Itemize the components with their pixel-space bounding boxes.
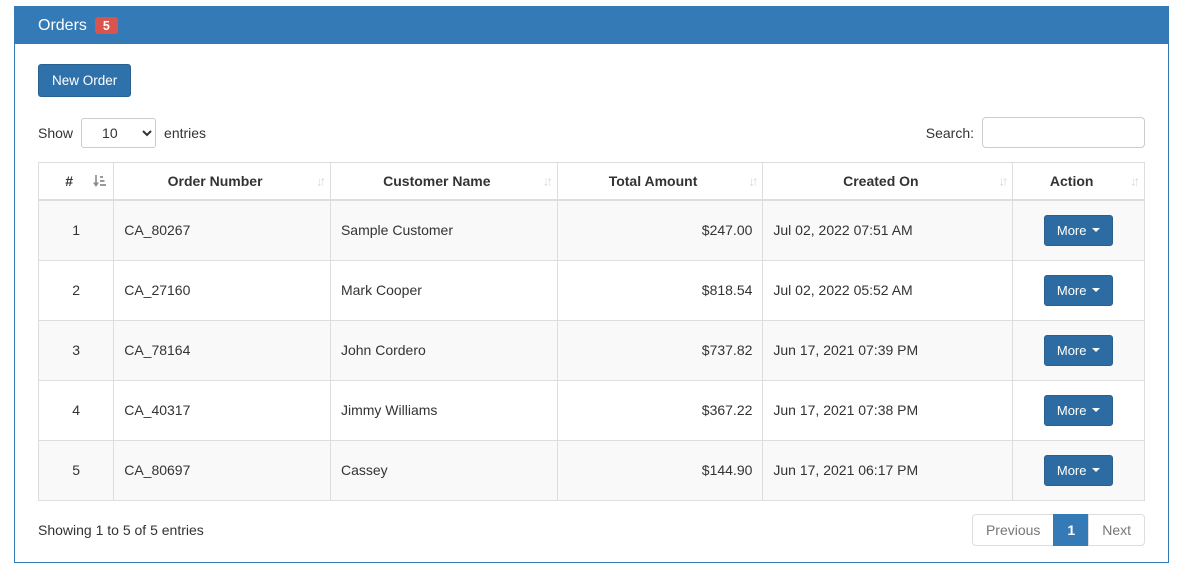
pagination-page-1-button[interactable]: 1 (1053, 513, 1090, 546)
more-dropdown-button[interactable]: More (1043, 274, 1114, 306)
search-control: Search: (926, 117, 1145, 148)
caret-down-icon (1092, 468, 1101, 472)
row-index-cell: 5 (37, 439, 115, 501)
customer-name-cell: John Cordero (329, 319, 558, 381)
sort-both-icon: ↓↑ (1130, 173, 1140, 189)
column-header-label: Customer Name (383, 172, 491, 189)
entries-per-page-select[interactable]: 10 (81, 117, 157, 148)
column-header-order-number[interactable]: Order Number ↓↑ (113, 162, 331, 201)
column-header-customer-name[interactable]: Customer Name ↓↑ (329, 162, 558, 201)
order-number-cell: CA_80267 (113, 199, 331, 261)
sort-both-icon: ↓↑ (998, 173, 1008, 189)
new-order-button[interactable]: New Order (38, 64, 132, 97)
panel-header: Orders 5 (15, 7, 1168, 44)
more-dropdown-button[interactable]: More (1043, 214, 1114, 246)
more-button-label: More (1056, 462, 1087, 478)
customer-name-cell: Cassey (329, 439, 558, 501)
table-header-row: # Order Number (37, 162, 1145, 201)
column-header-label: Action (1049, 172, 1094, 189)
total-amount-cell: $737.82 (556, 319, 764, 381)
total-amount-cell: $367.22 (556, 379, 764, 441)
caret-down-icon (1092, 288, 1101, 292)
more-button-label: More (1056, 282, 1087, 298)
entries-info-text: Showing 1 to 5 of 5 entries (38, 521, 204, 538)
table-row: 3 CA_78164 John Cordero $737.82 Jun 17, … (37, 319, 1145, 381)
column-header-label: Created On (843, 172, 919, 189)
search-label: Search: (925, 124, 974, 141)
column-header-created-on[interactable]: Created On ↓↑ (762, 162, 1014, 201)
column-header-index[interactable]: # (37, 162, 115, 201)
table-footer: Showing 1 to 5 of 5 entries Previous 1 N… (38, 513, 1145, 546)
created-on-cell: Jun 17, 2021 07:39 PM (762, 319, 1014, 381)
sort-both-icon: ↓↑ (542, 173, 553, 189)
search-input[interactable] (982, 117, 1145, 148)
sort-ascending-icon (93, 174, 107, 188)
created-on-cell: Jul 02, 2022 07:51 AM (762, 199, 1014, 261)
table-row: 5 CA_80697 Cassey $144.90 Jun 17, 2021 0… (37, 439, 1145, 501)
customer-name-cell: Jimmy Williams (329, 379, 558, 441)
more-dropdown-button[interactable]: More (1043, 454, 1114, 486)
created-on-cell: Jun 17, 2021 07:38 PM (762, 379, 1014, 441)
pagination-previous-button[interactable]: Previous (971, 513, 1055, 546)
pagination-next-button[interactable]: Next (1088, 513, 1145, 546)
page-length-control: Show 10 entries (38, 117, 207, 148)
table-row: 4 CA_40317 Jimmy Williams $367.22 Jun 17… (37, 379, 1145, 441)
order-number-cell: CA_80697 (113, 439, 331, 501)
sort-both-icon: ↓↑ (748, 173, 758, 189)
more-button-label: More (1056, 342, 1087, 358)
column-header-label: # (65, 172, 73, 189)
total-amount-cell: $144.90 (556, 439, 764, 501)
created-on-cell: Jun 17, 2021 06:17 PM (762, 439, 1014, 501)
row-index-cell: 1 (37, 199, 115, 261)
total-amount-cell: $247.00 (556, 199, 764, 261)
page-title: Orders (38, 16, 87, 34)
pagination: Previous 1 Next (971, 513, 1145, 546)
sort-both-icon: ↓↑ (315, 173, 326, 189)
order-number-cell: CA_78164 (113, 319, 331, 381)
table-controls: Show 10 entries Search: (38, 117, 1145, 148)
created-on-cell: Jul 02, 2022 05:52 AM (762, 259, 1014, 321)
caret-down-icon (1092, 228, 1101, 232)
entries-label: entries (164, 124, 207, 141)
row-index-cell: 2 (37, 259, 115, 321)
orders-table: # Order Number (37, 162, 1145, 501)
order-number-cell: CA_40317 (113, 379, 331, 441)
row-index-cell: 4 (37, 379, 115, 441)
column-header-action[interactable]: Action ↓↑ (1012, 162, 1145, 201)
table-row: 2 CA_27160 Mark Cooper $818.54 Jul 02, 2… (37, 259, 1145, 321)
row-index-cell: 3 (37, 319, 115, 381)
column-header-label: Order Number (167, 172, 263, 189)
more-dropdown-button[interactable]: More (1043, 334, 1114, 366)
table-row: 1 CA_80267 Sample Customer $247.00 Jul 0… (37, 199, 1145, 261)
customer-name-cell: Sample Customer (329, 199, 558, 261)
orders-panel: Orders 5 New Order Show 10 entries Searc… (14, 6, 1169, 563)
more-dropdown-button[interactable]: More (1043, 394, 1114, 426)
show-label: Show (38, 124, 74, 141)
column-header-label: Total Amount (608, 172, 698, 189)
column-header-total-amount[interactable]: Total Amount ↓↑ (556, 162, 764, 201)
caret-down-icon (1092, 348, 1101, 352)
order-number-cell: CA_27160 (113, 259, 331, 321)
more-button-label: More (1056, 222, 1087, 238)
customer-name-cell: Mark Cooper (329, 259, 558, 321)
more-button-label: More (1056, 402, 1087, 418)
total-amount-cell: $818.54 (556, 259, 764, 321)
panel-body: New Order Show 10 entries Search: (15, 44, 1168, 562)
orders-count-badge: 5 (94, 16, 118, 35)
caret-down-icon (1092, 408, 1101, 412)
